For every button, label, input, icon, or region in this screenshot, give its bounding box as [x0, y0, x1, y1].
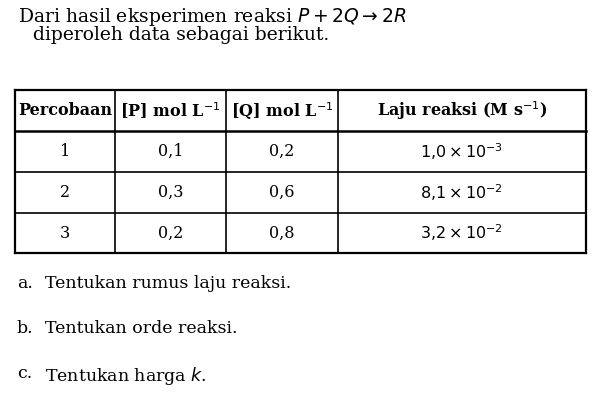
Text: [Q] mol L$^{-1}$: [Q] mol L$^{-1}$	[231, 100, 334, 121]
Text: c.: c.	[17, 365, 32, 382]
Text: $8{,}1 \times 10^{-2}$: $8{,}1 \times 10^{-2}$	[420, 182, 503, 203]
Text: diperoleh data sebagai berikut.: diperoleh data sebagai berikut.	[33, 26, 329, 44]
Text: Tentukan orde reaksi.: Tentukan orde reaksi.	[45, 320, 237, 337]
Text: 0,6: 0,6	[269, 184, 294, 201]
Text: 0,2: 0,2	[269, 143, 294, 160]
Text: b.: b.	[17, 320, 34, 337]
Text: 2: 2	[60, 184, 70, 201]
Text: 0,3: 0,3	[158, 184, 183, 201]
Text: 0,8: 0,8	[269, 224, 294, 242]
Text: [P] mol L$^{-1}$: [P] mol L$^{-1}$	[120, 101, 221, 121]
Text: Percobaan: Percobaan	[18, 102, 112, 119]
Text: $3{,}2 \times 10^{-2}$: $3{,}2 \times 10^{-2}$	[420, 223, 503, 243]
Text: Tentukan rumus laju reaksi.: Tentukan rumus laju reaksi.	[45, 275, 291, 292]
Text: Laju reaksi (M s$^{-1}$): Laju reaksi (M s$^{-1}$)	[377, 99, 547, 122]
Text: 3: 3	[60, 224, 70, 242]
Text: $1{,}0 \times 10^{-3}$: $1{,}0 \times 10^{-3}$	[420, 141, 504, 162]
Text: Dari hasil eksperimen reaksi $P + 2Q \rightarrow 2R$: Dari hasil eksperimen reaksi $P + 2Q \ri…	[18, 6, 406, 28]
Text: a.: a.	[17, 275, 32, 292]
Text: 0,2: 0,2	[158, 224, 183, 242]
Text: 0,1: 0,1	[158, 143, 183, 160]
Text: Tentukan harga $k$.: Tentukan harga $k$.	[45, 365, 207, 387]
Text: 1: 1	[60, 143, 70, 160]
